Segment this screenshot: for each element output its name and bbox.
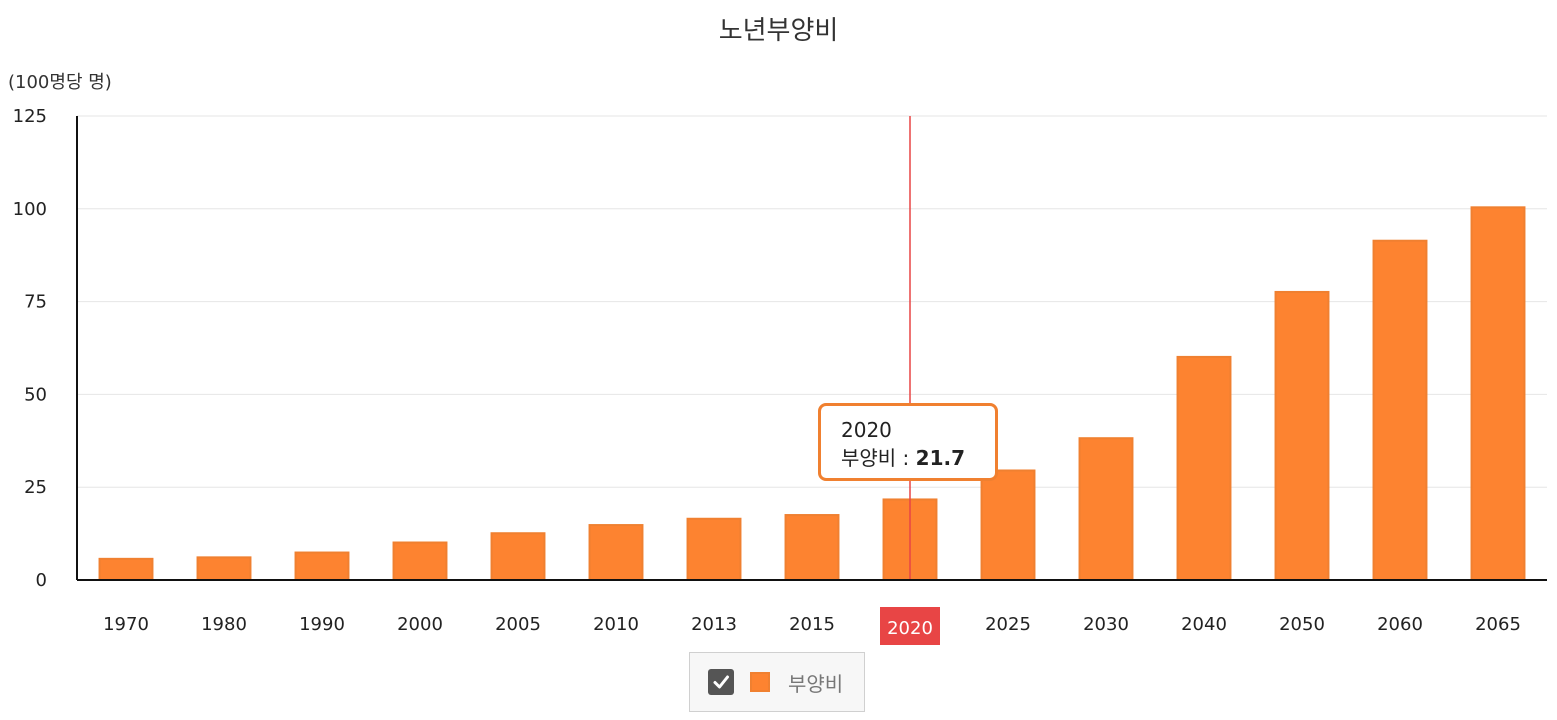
x-tick-highlight: [880, 607, 940, 645]
bars: [98, 206, 1526, 582]
tooltip-value: 21.7: [915, 446, 966, 470]
x-tick-label: 2010: [593, 614, 639, 635]
x-tick-label: 2040: [1181, 614, 1227, 635]
x-tick-label: 2050: [1279, 614, 1325, 635]
x-tick-label: 1970: [103, 614, 149, 635]
bar[interactable]: [588, 524, 644, 581]
bar[interactable]: [294, 551, 350, 581]
tick-labels: 0 25 50 75 100 125 1970 1980 1990 2000 2005 2010 201…: [13, 106, 1521, 645]
bar[interactable]: [1372, 239, 1428, 581]
x-tick-label: 2030: [1083, 614, 1129, 635]
tooltip: 2020 부양비 : 21.7: [818, 403, 998, 481]
x-tick-label: 2025: [985, 614, 1031, 635]
x-tick-label: 2005: [495, 614, 541, 635]
checkmark-icon: [713, 675, 729, 689]
bar[interactable]: [490, 532, 546, 582]
bar[interactable]: [686, 517, 742, 582]
legend-label: 부양비: [788, 671, 844, 696]
legend[interactable]: 부양비: [689, 652, 865, 712]
chart-title: 노년부양비: [718, 16, 839, 46]
x-tick-label: 2020: [887, 618, 933, 639]
bar[interactable]: [1078, 437, 1134, 581]
bar[interactable]: [1176, 355, 1232, 582]
bar[interactable]: [1470, 206, 1526, 582]
x-tick-label: 1990: [299, 614, 345, 635]
y-tick-label: 0: [36, 570, 47, 591]
tooltip-row: 부양비 : 21.7: [841, 446, 966, 470]
x-tick-label: 2013: [691, 614, 737, 635]
x-tick-label: 2000: [397, 614, 443, 635]
tooltip-category: 2020: [841, 418, 892, 442]
checkbox-icon[interactable]: [708, 669, 734, 695]
bar[interactable]: [784, 514, 840, 581]
tooltip-series-label: 부양비: [841, 446, 897, 470]
legend-swatch: [750, 672, 770, 692]
bar[interactable]: [980, 469, 1036, 581]
y-axis-unit-label: (100명당 명): [8, 72, 112, 93]
axes: [76, 116, 1547, 581]
bar[interactable]: [98, 557, 154, 582]
y-tick-label: 75: [24, 292, 47, 313]
y-tick-label: 25: [24, 477, 47, 498]
y-tick-label: 125: [13, 106, 47, 127]
x-tick-label: 2015: [789, 614, 835, 635]
y-tick-label: 100: [13, 199, 47, 220]
bar[interactable]: [196, 556, 252, 582]
x-tick-label: 2060: [1377, 614, 1423, 635]
x-tick-label: 2065: [1475, 614, 1521, 635]
x-tick-label: 1980: [201, 614, 247, 635]
bar[interactable]: [392, 541, 448, 581]
bar[interactable]: [1274, 290, 1330, 581]
y-tick-label: 50: [24, 384, 47, 405]
